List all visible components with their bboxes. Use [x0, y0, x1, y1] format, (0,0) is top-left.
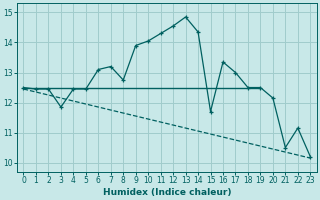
- X-axis label: Humidex (Indice chaleur): Humidex (Indice chaleur): [103, 188, 231, 197]
